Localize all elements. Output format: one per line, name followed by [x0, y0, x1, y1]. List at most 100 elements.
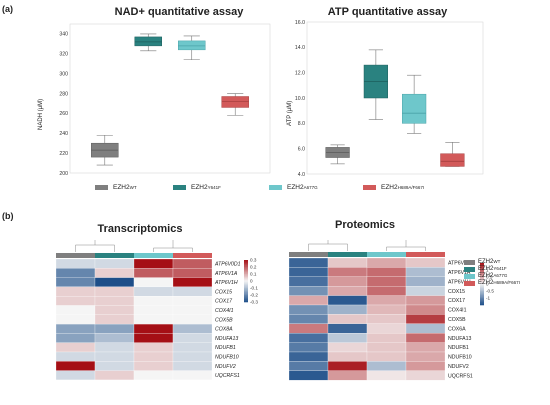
- heatmap-cell-tx: [94, 342, 135, 353]
- colorbar-segment-tx: [244, 293, 248, 296]
- dendrogram-tx-b: [153, 247, 193, 252]
- colorbar-segment-tx: [244, 274, 248, 276]
- heatmap-cell-tx: [94, 323, 135, 334]
- heatmap-cell-prot: [327, 342, 368, 353]
- heatmap-cell-prot: [366, 370, 407, 381]
- legend-swatch: [464, 259, 475, 265]
- y-tick-label-atp-5: 14.0: [295, 45, 305, 51]
- heatmap-cell-tx: [55, 314, 96, 325]
- heatmap-cell-tx: [94, 305, 135, 315]
- y-tick-label-atp-6: 16.0: [295, 20, 305, 26]
- colorbar-segment-prot: [480, 299, 484, 302]
- row-label-tx-7: COX8A: [215, 327, 233, 333]
- legend-a-item: EZH2 H689A/F667I: [363, 184, 424, 191]
- box-nad-1: [134, 36, 162, 47]
- colorbar-segment-tx: [244, 269, 248, 272]
- row-label-tx-11: NDUFV2: [215, 364, 236, 370]
- y-tick-label-nad-7: 340: [59, 32, 68, 38]
- heatmap-cell-prot: [366, 276, 407, 287]
- colorbar-segment-prot: [480, 302, 484, 304]
- legend-label: EZH2: [478, 280, 494, 286]
- heatmap-cell-tx: [133, 323, 174, 334]
- transcriptomics-title: Transcriptomics: [97, 223, 183, 235]
- colorbar-segment-prot: [480, 275, 484, 278]
- colorbar-segment-tx: [244, 262, 248, 265]
- heatmap-cell-prot: [405, 276, 446, 287]
- colorbar-segment-prot: [480, 274, 484, 276]
- legend-swatch: [95, 185, 108, 190]
- heatmap-cell-tx: [55, 277, 96, 288]
- dendrogram-prot-b: [386, 246, 426, 251]
- colorbar-tick-tx-3: 0: [250, 279, 253, 284]
- heatmap-cell-prot: [405, 361, 446, 371]
- y-tick-label-nad-0: 200: [59, 171, 68, 177]
- legend-swatch: [363, 185, 376, 190]
- legend-label: EZH2: [478, 259, 494, 265]
- legend-b-item: EZH2 A677G: [464, 273, 520, 279]
- dendrogram-tx-a: [75, 244, 115, 252]
- colorbar-segment-prot: [480, 289, 484, 292]
- heatmap-cell-prot: [327, 323, 368, 334]
- colorbar-tick-tx-6: -0.3: [250, 300, 258, 305]
- colorbar-segment-tx: [244, 295, 248, 297]
- colorbar-segment-prot: [480, 296, 484, 299]
- colorbar-segment-prot: [480, 288, 484, 290]
- heatmap-cell-prot: [327, 351, 368, 362]
- row-label-tx-9: NDUFB1: [215, 345, 236, 351]
- colorbar-segment-tx: [244, 267, 248, 269]
- y-tick-label-nad-2: 240: [59, 131, 68, 137]
- row-label-tx-2: ATP6V1H: [214, 280, 238, 286]
- box-atp-2: [402, 93, 427, 124]
- colorbar-segment-prot: [480, 268, 484, 271]
- colorbar-segment-prot: [480, 300, 484, 303]
- row-label-prot-11: NDUFV2: [448, 364, 469, 370]
- colorbar-tick-prot-1: 0.5: [486, 275, 493, 280]
- colorbar-segment-prot: [480, 281, 484, 283]
- group-bar-tx-3: [173, 253, 212, 258]
- heatmap-cell-tx: [133, 296, 174, 306]
- colorbar-segment-tx: [244, 272, 248, 275]
- legend-label: EZH2: [287, 184, 304, 191]
- group-bar-prot-1: [328, 252, 367, 257]
- heatmap-cell-prot: [327, 286, 368, 296]
- row-label-prot-7: COX6A: [448, 326, 466, 332]
- legend-b-item: EZH2 H689A/F667I: [464, 280, 520, 286]
- row-label-prot-1: ATP6V1A: [448, 270, 471, 276]
- legend-swatch: [464, 266, 475, 272]
- heatmap-cell-prot: [366, 295, 407, 306]
- heatmap-cell-tx: [55, 296, 96, 306]
- heatmap-cell-prot: [405, 257, 446, 268]
- heatmap-cell-prot: [366, 351, 407, 362]
- colorbar-segment-tx: [244, 278, 248, 280]
- row-label-tx-3: COX15: [215, 289, 232, 295]
- row-label-tx-0: ATP6V0D1: [214, 262, 241, 268]
- heatmap-cell-prot: [327, 276, 368, 287]
- colorbar-segment-tx: [244, 281, 248, 283]
- heatmap-cell-prot: [288, 351, 329, 362]
- group-bar-prot-2: [367, 252, 406, 257]
- heatmaps: ATP6V0D1 ATP6V1A ATP6V1H COX15 COX17 COX4I1 CO…: [55, 240, 494, 381]
- legend-b-item: EZH2 WT: [464, 259, 520, 265]
- box-nad-2: [178, 40, 206, 51]
- row-label-tx-10: NDUFB10: [215, 355, 239, 361]
- box-plots: 200 220 240 260 280 300 320 340 4.0 6.0 8.0 10.0 12.…: [59, 20, 484, 178]
- heatmap-cell-tx: [94, 268, 135, 278]
- colorbar-segment-prot: [480, 278, 484, 281]
- heatmap-cell-tx: [94, 314, 135, 325]
- colorbar-tick-tx-2: 0.1: [250, 272, 257, 277]
- heatmap-cell-tx: [94, 333, 135, 343]
- group-bar-tx-1: [95, 253, 134, 258]
- colorbar-segment-prot: [480, 267, 484, 269]
- colorbar-segment-tx: [244, 285, 248, 287]
- colorbar-segment-tx: [244, 283, 248, 286]
- colorbar-tick-tx-4: -0.1: [250, 286, 258, 291]
- colorbar-segment-prot: [480, 284, 484, 286]
- heatmap-cell-prot: [327, 304, 368, 315]
- legend-swatch: [464, 273, 475, 279]
- heatmap-cell-tx: [172, 361, 213, 371]
- heatmap-cell-tx: [55, 305, 96, 315]
- colorbar-segment-tx: [244, 297, 248, 300]
- box-nad-3: [221, 96, 249, 108]
- heatmap-cell-tx: [94, 296, 135, 306]
- heatmap-cell-tx: [172, 370, 213, 381]
